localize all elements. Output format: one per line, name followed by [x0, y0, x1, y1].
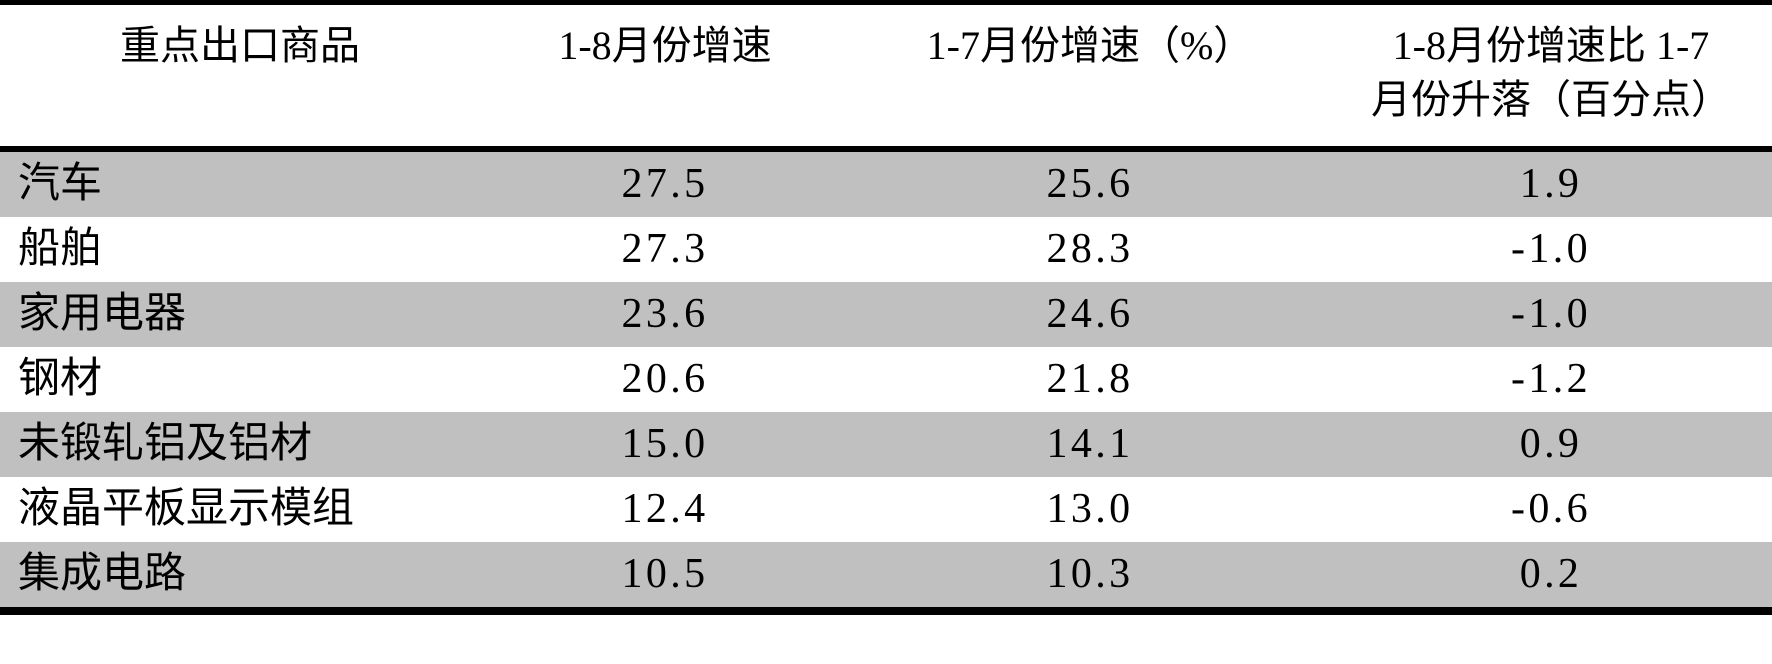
- export-commodities-table: 重点出口商品 1-8月份增速 1-7月份增速（%） 1-8月份增速比 1-7 月…: [0, 5, 1772, 607]
- change-cell: -1.2: [1330, 347, 1772, 412]
- table-row: 家用电器 23.6 24.6 -1.0: [0, 282, 1772, 347]
- jan-aug-cell: 10.5: [480, 542, 850, 607]
- commodity-cell: 液晶平板显示模组: [0, 477, 480, 542]
- header-commodity-label: 重点出口商品: [120, 23, 360, 68]
- header-change-label-line2: 月份升落（百分点）: [1371, 77, 1731, 122]
- top-rule: [0, 0, 1772, 5]
- table-row: 钢材 20.6 21.8 -1.2: [0, 347, 1772, 412]
- jan-jul-cell: 21.8: [850, 347, 1330, 412]
- jan-aug-cell: 12.4: [480, 477, 850, 542]
- header-change: 1-8月份增速比 1-7 月份升落（百分点）: [1330, 5, 1772, 152]
- jan-aug-cell: 23.6: [480, 282, 850, 347]
- table-row: 液晶平板显示模组 12.4 13.0 -0.6: [0, 477, 1772, 542]
- jan-jul-cell: 28.3: [850, 217, 1330, 282]
- table-header: 重点出口商品 1-8月份增速 1-7月份增速（%） 1-8月份增速比 1-7 月…: [0, 5, 1772, 152]
- header-change-label-line1: 1-8月份增速比 1-7: [1392, 23, 1710, 68]
- header-jan-jul-label: 1-7月份增速（%）: [926, 23, 1254, 68]
- bottom-rule: [0, 607, 1772, 615]
- commodity-cell: 船舶: [0, 217, 480, 282]
- table-row: 船舶 27.3 28.3 -1.0: [0, 217, 1772, 282]
- commodity-cell: 钢材: [0, 347, 480, 412]
- commodity-cell: 家用电器: [0, 282, 480, 347]
- change-cell: 1.9: [1330, 149, 1772, 217]
- table-row: 汽车 27.5 25.6 1.9: [0, 149, 1772, 217]
- change-cell: -1.0: [1330, 282, 1772, 347]
- commodity-cell: 未锻轧铝及铝材: [0, 412, 480, 477]
- jan-jul-cell: 25.6: [850, 149, 1330, 217]
- change-cell: 0.2: [1330, 542, 1772, 607]
- header-commodity: 重点出口商品: [0, 5, 480, 152]
- header-row: 重点出口商品 1-8月份增速 1-7月份增速（%） 1-8月份增速比 1-7 月…: [0, 5, 1772, 152]
- header-jan-aug-growth: 1-8月份增速: [480, 5, 850, 152]
- table-row: 集成电路 10.5 10.3 0.2: [0, 542, 1772, 607]
- table-row: 未锻轧铝及铝材 15.0 14.1 0.9: [0, 412, 1772, 477]
- jan-jul-cell: 14.1: [850, 412, 1330, 477]
- commodity-cell: 集成电路: [0, 542, 480, 607]
- commodity-cell: 汽车: [0, 149, 480, 217]
- jan-jul-cell: 13.0: [850, 477, 1330, 542]
- table-body: 汽车 27.5 25.6 1.9 船舶 27.3 28.3 -1.0 家用电器 …: [0, 149, 1772, 607]
- jan-jul-cell: 24.6: [850, 282, 1330, 347]
- jan-aug-cell: 27.5: [480, 149, 850, 217]
- header-jan-jul-growth: 1-7月份增速（%）: [850, 5, 1330, 152]
- jan-aug-cell: 27.3: [480, 217, 850, 282]
- jan-aug-cell: 15.0: [480, 412, 850, 477]
- change-cell: -1.0: [1330, 217, 1772, 282]
- jan-aug-cell: 20.6: [480, 347, 850, 412]
- header-jan-aug-label: 1-8月份增速: [558, 23, 772, 68]
- change-cell: 0.9: [1330, 412, 1772, 477]
- jan-jul-cell: 10.3: [850, 542, 1330, 607]
- change-cell: -0.6: [1330, 477, 1772, 542]
